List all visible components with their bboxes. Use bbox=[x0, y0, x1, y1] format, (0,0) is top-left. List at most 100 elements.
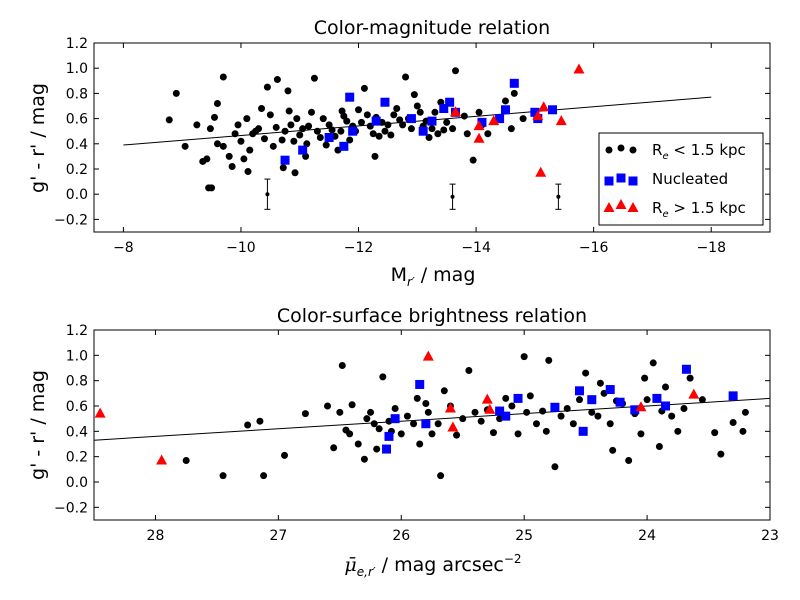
data-point-circle bbox=[384, 121, 392, 129]
data-point-circle bbox=[539, 407, 547, 415]
data-point-circle bbox=[228, 162, 236, 170]
data-point-circle bbox=[219, 73, 227, 81]
data-point-circle bbox=[698, 396, 706, 404]
legend-marker-triangle bbox=[603, 202, 615, 212]
x-tick-label: −14 bbox=[461, 240, 491, 256]
data-point-circle bbox=[475, 108, 483, 116]
data-point-circle bbox=[337, 127, 345, 135]
fit-line bbox=[93, 397, 771, 441]
data-point-circle bbox=[266, 111, 274, 119]
data-point-circle bbox=[307, 108, 315, 116]
data-point-circle bbox=[260, 135, 268, 143]
error-bar bbox=[264, 178, 271, 210]
data-point-circle bbox=[510, 89, 518, 97]
data-point-circle bbox=[387, 131, 395, 139]
data-point-square bbox=[380, 97, 390, 107]
data-point-circle bbox=[273, 76, 281, 84]
data-point-square bbox=[550, 402, 560, 412]
data-point-triangle bbox=[535, 166, 547, 177]
data-point-circle bbox=[346, 430, 354, 438]
data-point-circle bbox=[452, 67, 460, 75]
data-point-circle bbox=[206, 125, 214, 133]
data-point-circle bbox=[542, 427, 550, 435]
data-point-circle bbox=[641, 374, 649, 382]
data-point-circle bbox=[302, 152, 310, 160]
data-point-circle bbox=[367, 408, 375, 416]
data-point-circle bbox=[203, 155, 211, 163]
data-point-triangle bbox=[444, 402, 456, 413]
data-point-circle bbox=[469, 156, 477, 164]
legend-label: Re < 1.5 kpc bbox=[652, 141, 746, 162]
legend-entry-large: Re > 1.5 kpc bbox=[603, 199, 746, 220]
data-point-triangle bbox=[635, 401, 647, 412]
error-bar-group bbox=[264, 178, 562, 210]
data-point-circle bbox=[371, 152, 379, 160]
x-axis-label-sub: e,r′ bbox=[357, 565, 376, 579]
data-point-circle bbox=[463, 130, 471, 138]
data-point-circle bbox=[324, 402, 332, 410]
data-point-circle bbox=[390, 111, 398, 119]
data-point-circle bbox=[243, 115, 251, 123]
x-axis-label-main: M bbox=[391, 264, 407, 286]
legend-label: Nucleated bbox=[652, 170, 728, 188]
data-point-circle bbox=[437, 472, 445, 480]
legend-frame bbox=[598, 132, 764, 226]
data-point-square bbox=[384, 431, 394, 441]
data-point-circle bbox=[741, 408, 749, 416]
x-tick-label: −16 bbox=[579, 240, 609, 256]
data-point-circle bbox=[410, 91, 418, 99]
data-point-circle bbox=[501, 97, 509, 105]
data-point-square bbox=[574, 386, 584, 396]
data-point-square bbox=[298, 145, 308, 155]
legend-marker-triangle bbox=[627, 202, 639, 212]
data-point-circle bbox=[285, 107, 293, 115]
data-point-circle bbox=[502, 394, 510, 402]
data-point-circle bbox=[625, 456, 633, 464]
data-point-circle bbox=[219, 142, 227, 150]
data-point-circle bbox=[234, 121, 242, 129]
y-tick-label: 1.2 bbox=[66, 323, 88, 339]
x-axis-label: μ̄e,r′ / mag arcsec−2 bbox=[344, 552, 521, 579]
data-point-circle bbox=[256, 417, 264, 425]
data-point-square bbox=[382, 444, 392, 454]
data-point-circle bbox=[381, 127, 389, 135]
data-point-circle bbox=[172, 89, 180, 97]
data-point-circle bbox=[301, 410, 309, 418]
data-point-circle bbox=[338, 361, 346, 369]
data-point-circle bbox=[680, 405, 688, 413]
data-point-square bbox=[548, 105, 558, 115]
data-point-circle bbox=[219, 472, 227, 480]
data-point-circle bbox=[281, 451, 289, 459]
data-point-circle bbox=[322, 141, 330, 149]
data-point-circle bbox=[739, 427, 747, 435]
data-point-square bbox=[587, 395, 597, 405]
color-magnitude-panel: Color-magnitude relation −8 −10 −12 −14 −16−… bbox=[27, 17, 771, 289]
data-point-circle bbox=[290, 137, 298, 145]
data-point-circle bbox=[240, 155, 248, 163]
data-point-square bbox=[427, 116, 437, 126]
legend-entry-nucleated: Nucleated bbox=[604, 170, 728, 188]
data-point-circle bbox=[437, 98, 445, 106]
data-point-triangle bbox=[156, 454, 168, 465]
data-point-circle bbox=[391, 405, 399, 413]
error-bar-point bbox=[265, 192, 270, 197]
data-point-square bbox=[324, 133, 334, 142]
data-point-circle bbox=[545, 356, 553, 364]
data-point-circle bbox=[668, 412, 676, 420]
data-point-triangle bbox=[447, 421, 459, 432]
x-axis-label-sub: r′ bbox=[407, 275, 415, 289]
fit-line bbox=[123, 96, 712, 146]
data-point-circle bbox=[477, 417, 485, 425]
data-point-square bbox=[615, 397, 625, 407]
data-point-circle bbox=[357, 118, 365, 126]
legend-marker-square bbox=[628, 176, 638, 186]
data-point-square bbox=[495, 114, 505, 124]
data-point-circle bbox=[369, 130, 377, 138]
data-point-square bbox=[578, 426, 588, 436]
y-tick-label: 0.8 bbox=[66, 374, 88, 390]
legend-entry-small: Re < 1.5 kpc bbox=[605, 141, 746, 162]
data-point-circle bbox=[328, 126, 336, 134]
x-axis-label: Mr′ / mag bbox=[391, 264, 476, 289]
data-point-square bbox=[339, 141, 349, 151]
